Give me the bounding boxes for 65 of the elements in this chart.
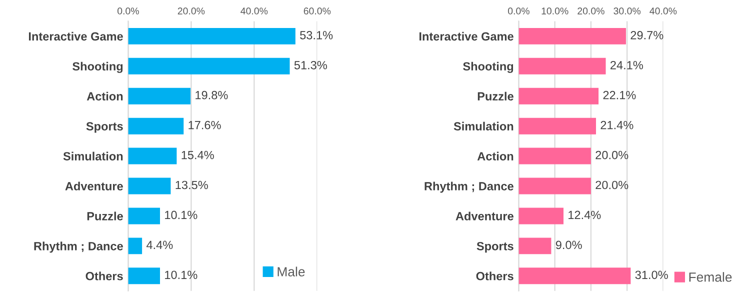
bar: [128, 208, 160, 224]
text: 10.1%: [165, 210, 198, 220]
legend-label: Male: [278, 266, 305, 276]
y-tick-label: Others: [86, 272, 123, 280]
bar: [128, 178, 171, 194]
y-tick-label: Rhythm ; Dance: [424, 182, 514, 193]
x-tick-label: 40.0%: [240, 8, 268, 14]
bar: [128, 28, 296, 44]
bar: [128, 268, 160, 284]
y-tick-label: Puzzle: [478, 92, 514, 101]
text: 22.1%: [603, 90, 636, 100]
y-tick-label: Others: [476, 272, 514, 280]
text: 10.1%: [165, 270, 198, 280]
y-tick-label: Sports: [476, 242, 514, 253]
bar: [518, 88, 599, 104]
y-tick-label: Sports: [86, 122, 123, 133]
y-tick-label: Interactive Game: [28, 32, 123, 41]
x-tick-label: 0.0%: [508, 8, 530, 14]
x-tick-label: 60.0%: [304, 8, 331, 14]
y-tick-label: Shooting: [463, 62, 514, 73]
text: 13.5%: [176, 180, 208, 190]
x-tick-label: 10.0%: [542, 8, 568, 14]
text: 17.6%: [188, 120, 221, 130]
y-tick-label: Shooting: [72, 62, 123, 73]
text: 20.0%: [596, 150, 628, 160]
bar: [128, 88, 191, 104]
y-tick-label: Simulation: [454, 122, 514, 130]
bar: [128, 148, 177, 164]
x-tick-label: 0.0%: [117, 8, 139, 14]
bar: [518, 148, 591, 164]
text: 21.4%: [600, 120, 634, 130]
y-tick-label: Interactive Game: [419, 32, 514, 41]
y-tick-label: Simulation: [63, 152, 123, 160]
y-tick-label: Adventure: [456, 212, 514, 220]
bar: [128, 58, 290, 74]
text: 29.7%: [630, 31, 664, 40]
y-tick-label: Rhythm ; Dance: [34, 242, 123, 253]
text: 9.0%: [556, 240, 582, 250]
bar: [518, 58, 606, 74]
legend-label: Female: [689, 272, 732, 282]
text: 31.0%: [635, 270, 668, 280]
bar: [518, 208, 564, 224]
x-tick-label: 30.0%: [614, 8, 641, 14]
bar: [518, 238, 552, 254]
text: 4.4%: [146, 240, 173, 250]
text: 53.1%: [300, 31, 333, 40]
bar: [518, 118, 596, 134]
bar: [518, 28, 626, 44]
bar: [518, 268, 631, 284]
bar: [128, 118, 184, 134]
bar: [518, 178, 591, 194]
text: 19.8%: [196, 90, 228, 100]
text: 12.4%: [568, 210, 601, 220]
text: 24.1%: [610, 60, 643, 70]
y-tick-label: Action: [477, 152, 514, 160]
text: 20.0%: [596, 180, 628, 190]
y-tick-label: Adventure: [65, 182, 123, 190]
x-tick-label: 20.0%: [578, 8, 604, 14]
text: 15.4%: [182, 150, 214, 160]
x-tick-label: 40.0%: [650, 8, 677, 14]
bar: [128, 238, 142, 254]
y-tick-label: Action: [86, 92, 123, 101]
y-tick-label: Puzzle: [87, 212, 123, 220]
x-tick-label: 20.0%: [178, 8, 205, 14]
text: 51.3%: [294, 60, 327, 70]
